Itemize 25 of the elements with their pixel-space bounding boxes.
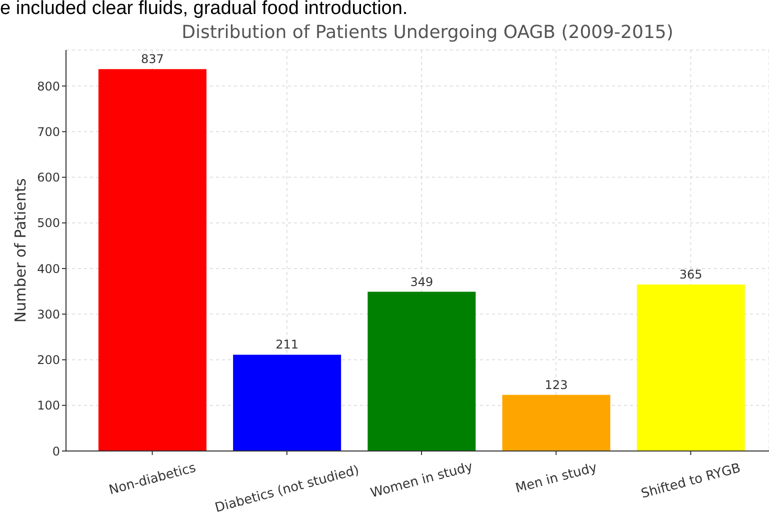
y-tick-label: 600 — [37, 170, 60, 185]
x-tick-label: Shifted to RYGB — [640, 460, 742, 502]
bar — [368, 292, 476, 451]
y-tick-label: 800 — [37, 79, 60, 94]
y-tick-label: 300 — [37, 307, 60, 322]
data-label: 349 — [410, 274, 434, 289]
bar — [233, 354, 342, 451]
data-label: 211 — [276, 338, 299, 352]
y-axis-title: Number of Patients — [11, 178, 30, 323]
data-label: 123 — [544, 378, 568, 392]
chart-title: Distribution of Patients Undergoing OAGB (2009-2015) — [180, 22, 674, 44]
x-tick-label: Men in study — [514, 460, 599, 496]
bar — [636, 284, 745, 451]
y-tick-label: 200 — [37, 353, 60, 368]
y-tick-label: 700 — [37, 124, 60, 139]
text: e included clear fluids, gradual food introduction. — [0, 0, 408, 20]
y-tick-label: 0 — [52, 444, 60, 458]
y-tick-label: 100 — [37, 398, 60, 413]
bar — [98, 69, 206, 451]
data-label: 837 — [141, 52, 164, 66]
x-tick-label: Women in study — [369, 460, 475, 502]
bar — [502, 394, 610, 451]
y-tick-label: 400 — [37, 262, 60, 276]
y-tick-label: 500 — [37, 216, 60, 230]
data-label: 365 — [679, 267, 702, 282]
